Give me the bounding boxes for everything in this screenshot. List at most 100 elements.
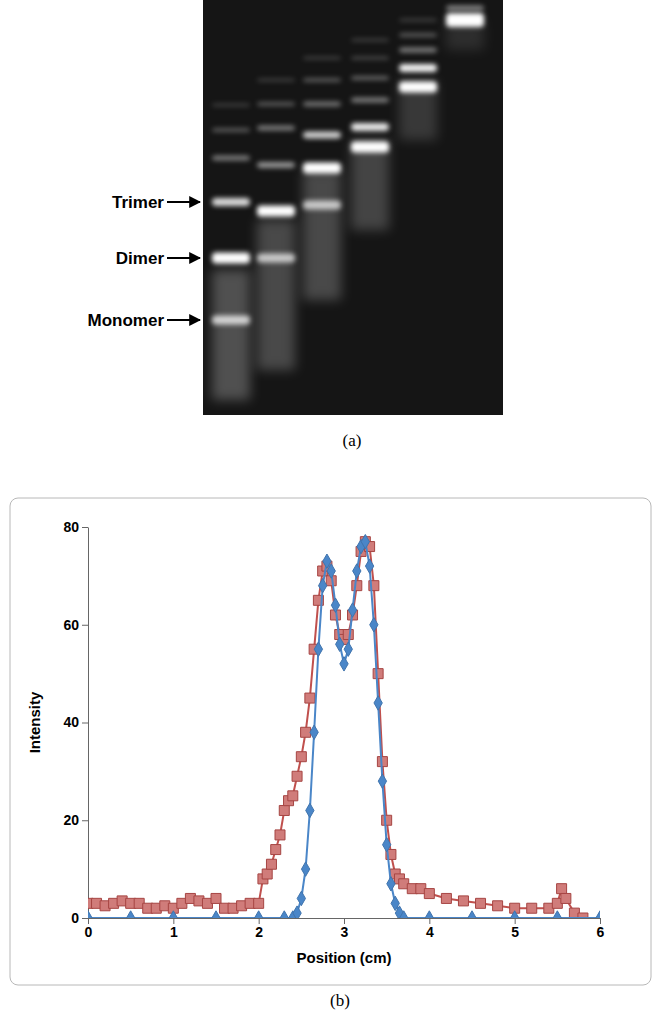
data-point (301, 862, 309, 876)
data-point (275, 830, 285, 840)
tick: 40 (63, 714, 88, 730)
data-point (305, 693, 315, 703)
data-point (400, 911, 408, 918)
gel-band (257, 254, 295, 263)
data-point (553, 911, 561, 918)
data-point (314, 642, 322, 656)
data-point (343, 630, 353, 640)
data-point (169, 911, 177, 918)
panel-caption: (b) (330, 991, 350, 1010)
data-point (279, 805, 289, 815)
data-point (365, 559, 373, 573)
data-point (327, 564, 335, 578)
gel-smear (399, 80, 437, 140)
data-point (374, 696, 382, 710)
tick: 2 (255, 918, 263, 940)
tick-label: 80 (63, 519, 79, 535)
data-point (476, 898, 486, 908)
data-point (511, 911, 519, 918)
tick-mark (82, 723, 88, 724)
gel-band (399, 33, 437, 37)
plot-area (88, 534, 600, 918)
gel-band (351, 142, 389, 153)
tick-label: 0 (85, 924, 93, 940)
x-axis: 0123456 (85, 918, 605, 940)
panel-caption: (a) (343, 431, 362, 450)
tick-mark (82, 820, 88, 821)
gel-band (212, 128, 250, 132)
data-point (301, 727, 311, 737)
data-point (352, 581, 362, 591)
tick: 4 (426, 918, 434, 940)
gel-band (303, 102, 341, 107)
data-point (370, 618, 378, 632)
data-point (310, 725, 318, 739)
gel-band (303, 201, 341, 210)
gel-band (399, 19, 437, 22)
series-line (88, 542, 583, 918)
tick: 0 (85, 918, 93, 940)
data-point (319, 578, 327, 592)
data-point (88, 911, 92, 918)
tick-label: 6 (597, 924, 605, 940)
figure: TrimerDimerMonomer(a)0123456020406080Pos… (0, 0, 655, 1016)
y-axis: 020406080 (63, 519, 88, 926)
band-label: Dimer (116, 249, 165, 268)
data-point (387, 877, 395, 891)
gel-band (351, 76, 389, 80)
data-point (424, 889, 434, 899)
data-point (561, 893, 571, 903)
tick: 20 (63, 812, 88, 828)
data-point (348, 603, 356, 617)
tick-label: 40 (63, 714, 79, 730)
gel-band (399, 48, 437, 53)
data-point (425, 911, 433, 918)
data-point (293, 906, 301, 918)
gel-band (257, 162, 295, 168)
gel-smear (257, 220, 295, 370)
y-axis-title: Intensity (26, 691, 43, 753)
gel-smear (212, 270, 250, 400)
data-point (212, 911, 220, 918)
tick-label: 20 (63, 812, 79, 828)
gel-band (446, 13, 484, 27)
data-point (458, 896, 468, 906)
profile-panel: 0123456020406080Position (cm)Intensity (10, 498, 651, 985)
tick-label: 5 (511, 924, 519, 940)
gel-band (351, 123, 389, 131)
data-point (361, 534, 369, 548)
gel-band (212, 156, 250, 161)
data-point (344, 642, 352, 656)
gel-band (212, 316, 250, 325)
data-point (340, 657, 348, 671)
tick: 3 (341, 918, 349, 940)
x-axis-title: Position (cm) (296, 949, 391, 966)
gel-panel: TrimerDimerMonomer(a) (88, 0, 504, 450)
band-arrow (167, 319, 200, 321)
tick-mark (82, 918, 88, 919)
tick-mark (82, 625, 88, 626)
data-point (127, 911, 135, 918)
gel-band (399, 64, 437, 72)
gel-band (399, 82, 437, 93)
series-line (88, 542, 600, 918)
data-point (331, 598, 339, 612)
data-point (266, 859, 276, 869)
gel-band (303, 132, 341, 139)
data-point (383, 837, 391, 851)
data-point (336, 637, 344, 651)
tick: 60 (63, 617, 88, 633)
data-point (288, 791, 298, 801)
gel-band (351, 98, 389, 103)
gel-smear (351, 140, 389, 230)
data-point (382, 815, 392, 825)
tick-label: 60 (63, 617, 79, 633)
tick-mark (82, 527, 88, 528)
gel-background (203, 0, 503, 415)
band-arrow (167, 257, 200, 259)
data-point (306, 803, 314, 817)
gel-band (257, 79, 295, 82)
gel-band (351, 39, 389, 42)
gel-band (212, 198, 250, 206)
gel-band (351, 57, 389, 60)
